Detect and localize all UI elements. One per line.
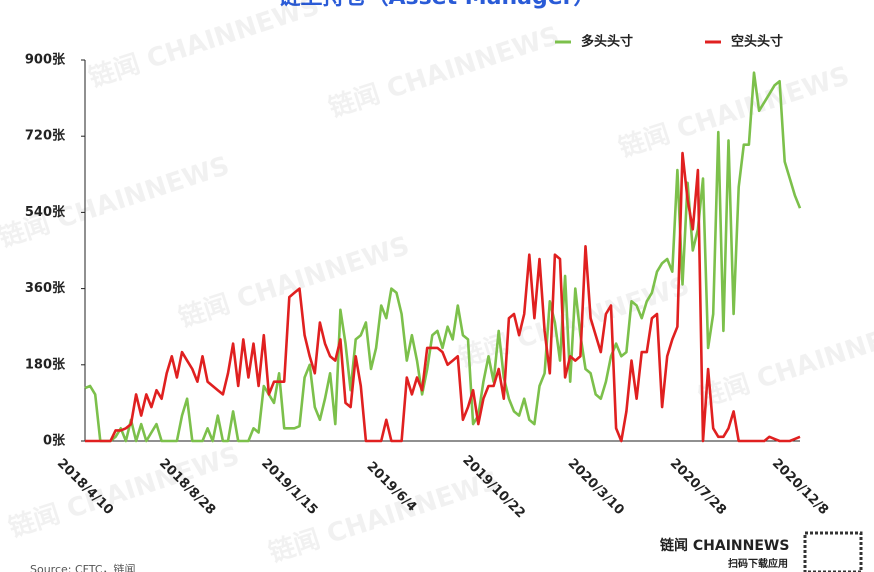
x-tick-label: 2020/12/8 <box>769 456 831 518</box>
watermark: 链闻 CHAINNEWS <box>695 310 874 414</box>
x-tick-label: 2020/7/28 <box>667 456 729 518</box>
watermark: 链闻 CHAINNEWS <box>0 150 233 254</box>
y-tick-label: 900张 <box>25 53 66 68</box>
x-tick-label: 2020/3/10 <box>565 456 627 518</box>
y-tick-label: 720张 <box>25 129 66 144</box>
source: Source: CFTC，链闻 <box>30 562 136 572</box>
brand-sub: 扫码下载应用 <box>728 557 788 570</box>
chart-title: 链上持仓（Asset Manager） <box>278 0 595 10</box>
y-tick-label: 360张 <box>25 281 66 296</box>
qr-code <box>803 531 863 572</box>
legend-label: 空头头寸 <box>731 34 783 50</box>
watermark: 链闻 CHAINNEWS <box>615 60 853 164</box>
y-tick-label: 180张 <box>25 357 66 372</box>
y-tick-label: 0张 <box>43 434 66 449</box>
watermark: 链闻 CHAINNEWS <box>175 230 413 334</box>
series-line <box>85 151 801 443</box>
brand: 链闻 CHAINNEWS <box>660 537 789 554</box>
watermark: 链闻 CHAINNEWS <box>5 440 243 544</box>
watermark: 链闻 CHAINNEWS <box>325 20 563 124</box>
x-tick-label: 2019/1/15 <box>258 456 320 518</box>
y-tick-label: 540张 <box>25 205 66 220</box>
legend-label: 多头头寸 <box>581 34 633 50</box>
watermark: 链闻 CHAINNEWS <box>85 0 323 94</box>
